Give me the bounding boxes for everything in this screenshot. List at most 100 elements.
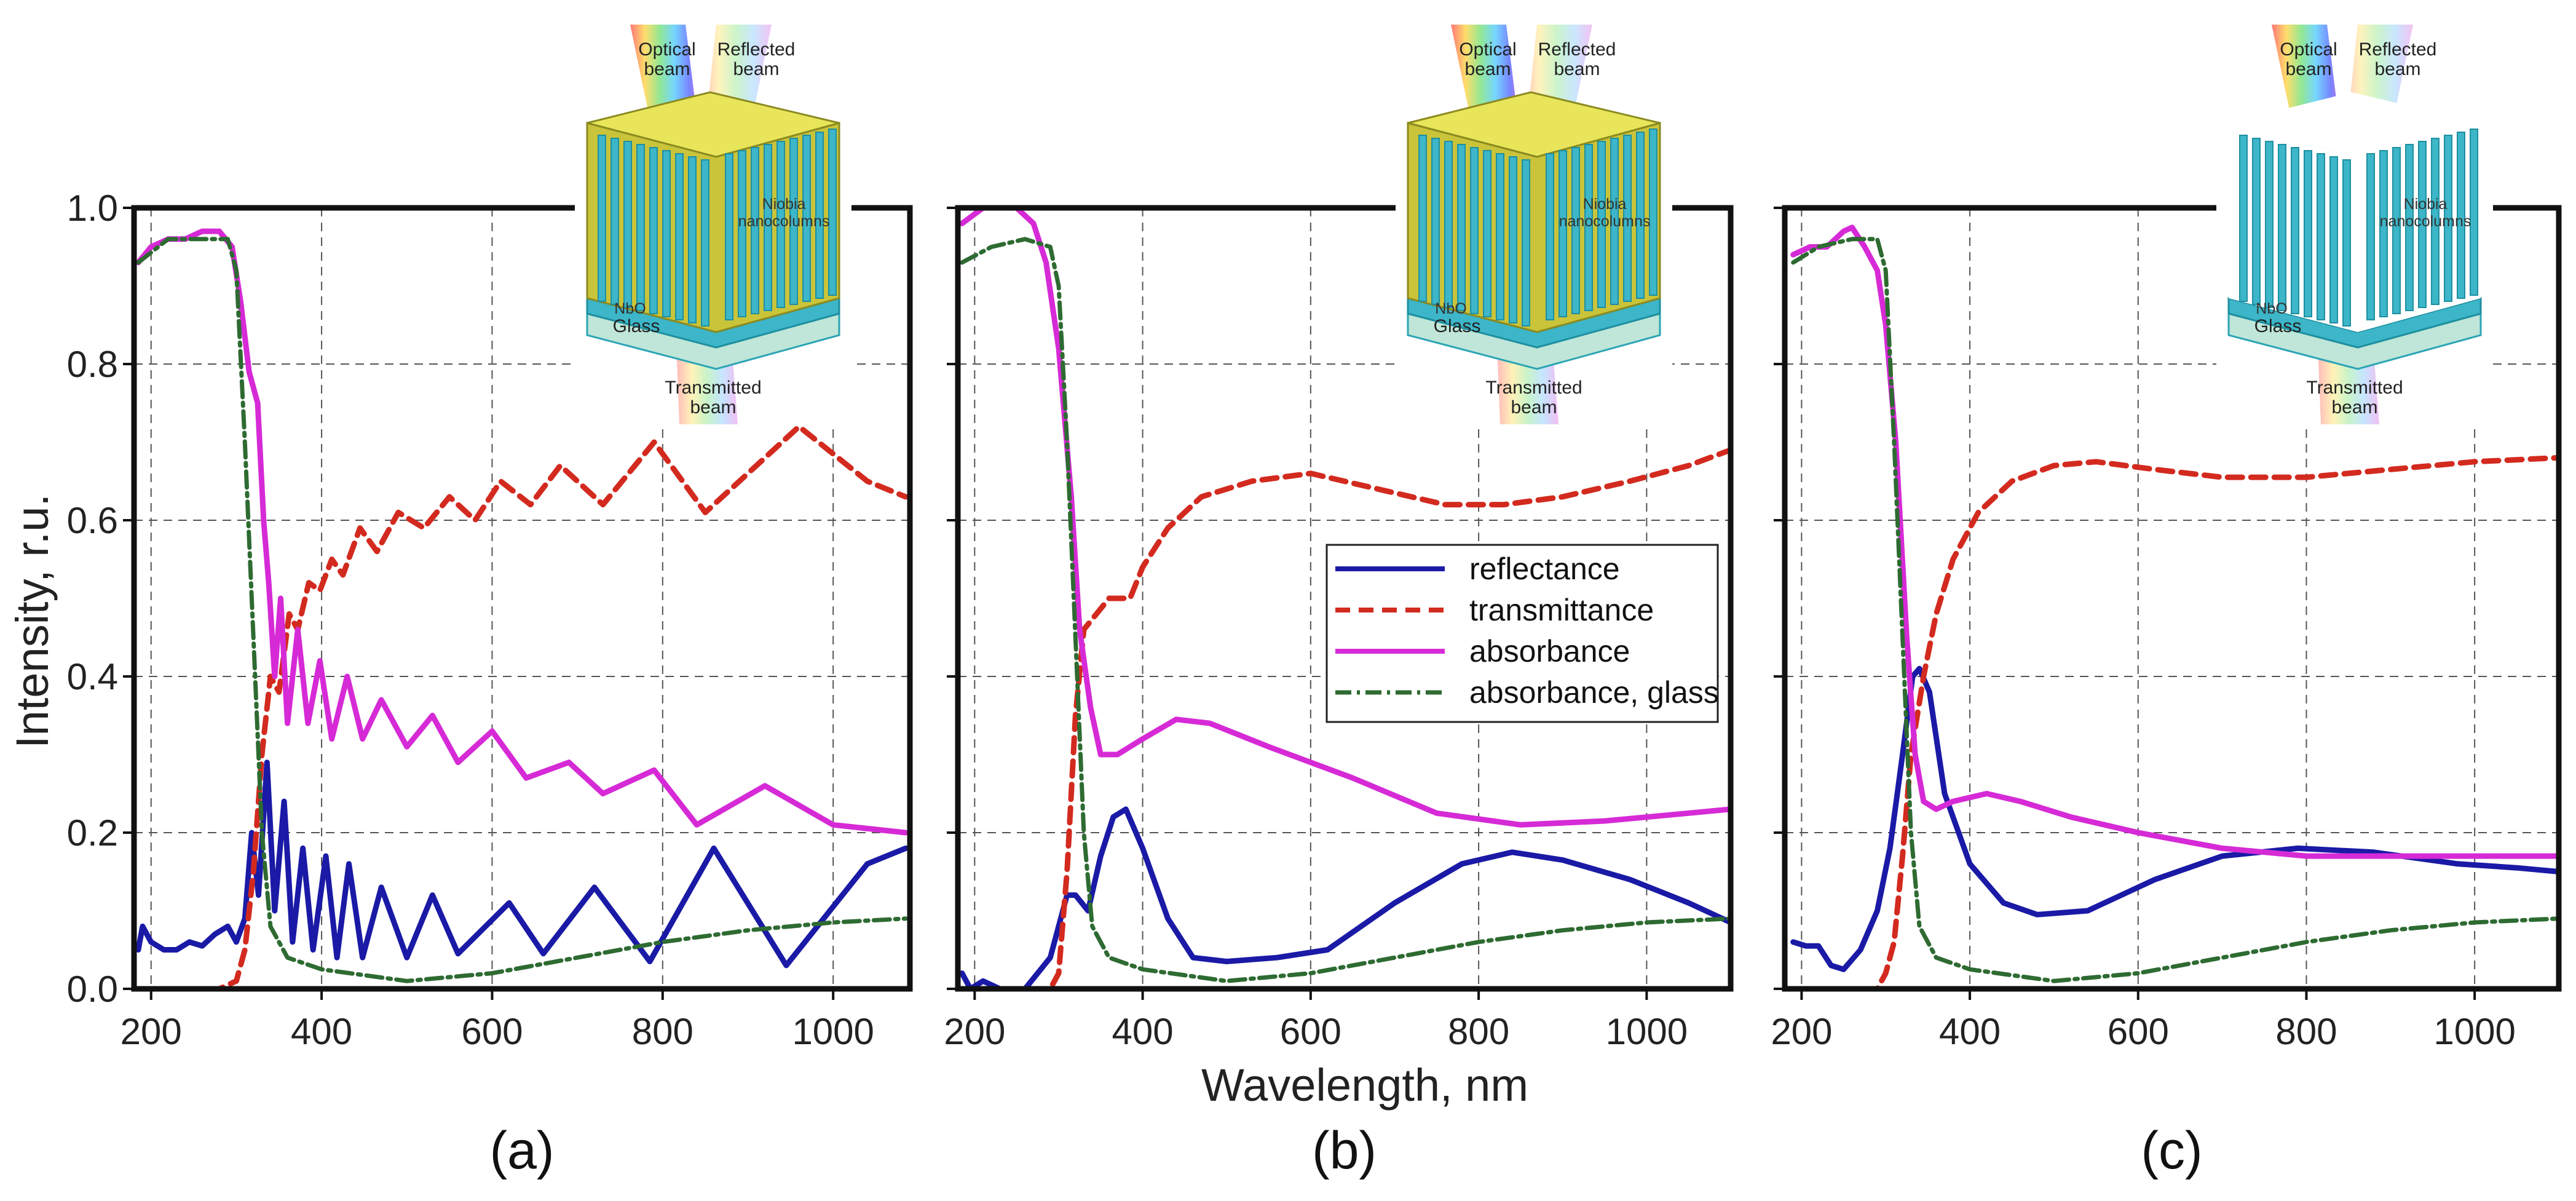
nanocolumn-shape xyxy=(2265,141,2274,308)
inset-label-niobia-nanocolumns: Niobia xyxy=(1583,196,1627,213)
nanocolumn-shape xyxy=(2304,150,2312,317)
legend-label-absorbance: absorbance xyxy=(1469,634,1630,668)
nanocolumn-shape xyxy=(2379,150,2388,317)
nanocolumn-shape xyxy=(764,144,772,311)
panel-b: 200 400 600 800 1000(b)OpticalbeamReflectedb… xyxy=(944,25,1734,1180)
series-line-transmittance xyxy=(959,447,1734,992)
nanocolumn-shape xyxy=(1444,141,1453,308)
inset-label-optical-beam: Optical xyxy=(1459,39,1516,60)
x-tick-label: 800 xyxy=(632,1011,693,1052)
series-line-absorbance xyxy=(1790,224,2562,859)
nanocolumn-shape xyxy=(2418,141,2427,308)
nanocolumn-shape xyxy=(675,153,684,320)
nanocolumn-shape xyxy=(2291,147,2299,314)
inset-illustration: OpticalbeamReflectedbeamNiobiananocolumn… xyxy=(1396,25,1672,424)
inset-label-optical-beam: beam xyxy=(2285,59,2331,79)
nanocolumn-shape xyxy=(1496,153,1504,320)
nanocolumn-shape xyxy=(815,132,824,299)
nanocolumn-shape xyxy=(2329,156,2338,323)
nanocolumn-shape xyxy=(649,147,658,314)
y-tick-label: 0.8 xyxy=(67,344,118,385)
panel-label: (a) xyxy=(489,1121,554,1180)
nanocolumn-shape xyxy=(1457,144,1466,311)
matrix-top-face xyxy=(2229,92,2481,157)
inset-label-transmitted-beam: beam xyxy=(1511,397,1557,418)
nanocolumn-shape xyxy=(1636,132,1645,299)
nanocolumn-shape xyxy=(1546,153,1554,320)
matrix-top-face xyxy=(1407,91,1661,158)
nanocolumn-shape xyxy=(598,135,606,302)
x-tick-label: 600 xyxy=(1280,1011,1341,1052)
inset-label-reflected-beam: beam xyxy=(2374,59,2420,79)
series-line-absorbance-glass xyxy=(1791,237,2561,983)
inset-label-optical-beam: Optical xyxy=(2280,39,2337,60)
nanocolumn-shape xyxy=(2366,153,2375,320)
inset-label-optical-beam: Optical xyxy=(638,39,695,60)
nanocolumn-shape xyxy=(662,150,671,317)
nanocolumn-shape xyxy=(1610,138,1619,305)
inset-label-optical-beam: beam xyxy=(644,59,690,79)
inset-label-glass: Glass xyxy=(1434,316,1481,336)
inset-label-transmitted-beam: Transmitted xyxy=(665,378,761,398)
x-tick-label: 800 xyxy=(2275,1011,2337,1052)
nanocolumn-shape xyxy=(2342,159,2351,327)
matrix-top-face xyxy=(587,91,840,158)
nanocolumn-shape xyxy=(789,138,798,305)
nanocolumn-shape xyxy=(1597,141,1606,308)
nanocolumn-shape xyxy=(1559,150,1567,317)
inset-label-transmitted-beam: Transmitted xyxy=(2306,378,2403,398)
series-line-absorbance-glass xyxy=(960,237,1733,983)
nanocolumn-shape xyxy=(623,141,632,308)
y-tick-label: 0.2 xyxy=(67,812,118,854)
inset-label-niobia-nanocolumns: Niobia xyxy=(2404,196,2448,213)
x-tick-label: 400 xyxy=(1112,1011,1174,1052)
inset-label-reflected-beam: beam xyxy=(733,59,779,79)
series-line-absorbance-glass xyxy=(136,237,908,983)
inset-label-reflected-beam: Reflected xyxy=(717,39,796,60)
inset-label-reflected-beam: Reflected xyxy=(1538,39,1616,60)
plot-frame xyxy=(955,205,1734,992)
x-tick-label: 200 xyxy=(1771,1011,1832,1052)
nanocolumn-shape xyxy=(2392,147,2401,314)
nanocolumn-shape xyxy=(1571,147,1580,314)
nanocolumn-shape xyxy=(610,138,619,305)
panel-c: 200 400 600 800 1000(c)OpticalbeamReflectedb… xyxy=(1771,25,2562,1180)
legend-box xyxy=(1326,544,1719,723)
inset-label-niobia-nanocolumns: nanocolumns xyxy=(1559,213,1651,230)
inset-label-reflected-beam: beam xyxy=(1554,59,1600,79)
nanocolumn-shape xyxy=(738,150,746,317)
x-tick-label: 200 xyxy=(121,1011,182,1052)
inset-label-glass: Glass xyxy=(613,316,660,336)
nanocolumn-shape xyxy=(1509,156,1517,323)
nanocolumn-shape xyxy=(1623,135,1632,302)
inset-label-niobia-nanocolumns: nanocolumns xyxy=(738,213,830,230)
series-line-reflectance xyxy=(1790,665,2562,972)
inset-label-transmitted-beam: beam xyxy=(2331,397,2377,418)
inset-label-niobia-nanocolumns: Niobia xyxy=(762,196,806,213)
y-axis-label: Intensity, r.u. xyxy=(7,494,58,748)
inset-label-nbo: NbO xyxy=(2256,300,2287,317)
x-tick-label: 200 xyxy=(944,1011,1005,1052)
nanocolumn-shape xyxy=(1418,135,1427,302)
plot-frame xyxy=(1782,205,2562,992)
nanocolumn-shape xyxy=(2252,138,2261,305)
nanocolumn-shape xyxy=(636,144,645,311)
x-tick-label: 600 xyxy=(461,1011,523,1052)
panel-label: (b) xyxy=(1312,1121,1377,1180)
nanocolumn-shape xyxy=(751,147,759,314)
nanocolumn-shape xyxy=(1431,138,1440,305)
nanocolumn-shape xyxy=(2470,129,2478,296)
x-tick-label: 400 xyxy=(1939,1011,2001,1052)
inset-label-reflected-beam: Reflected xyxy=(2359,39,2437,60)
inset-label-nbo: NbO xyxy=(614,300,646,317)
y-tick-label: 0.6 xyxy=(67,500,118,541)
legend: reflectance transmittance absorbance abs… xyxy=(1326,544,1719,723)
nanocolumn-shape xyxy=(1483,150,1491,317)
series-line-reflectance xyxy=(135,759,909,969)
series-line-transmittance xyxy=(1790,454,2562,992)
x-tick-label: 1000 xyxy=(792,1011,874,1052)
series-line-reflectance xyxy=(959,806,1734,992)
y-tick-label: 1.0 xyxy=(67,188,118,229)
x-tick-label: 1000 xyxy=(1606,1011,1688,1052)
